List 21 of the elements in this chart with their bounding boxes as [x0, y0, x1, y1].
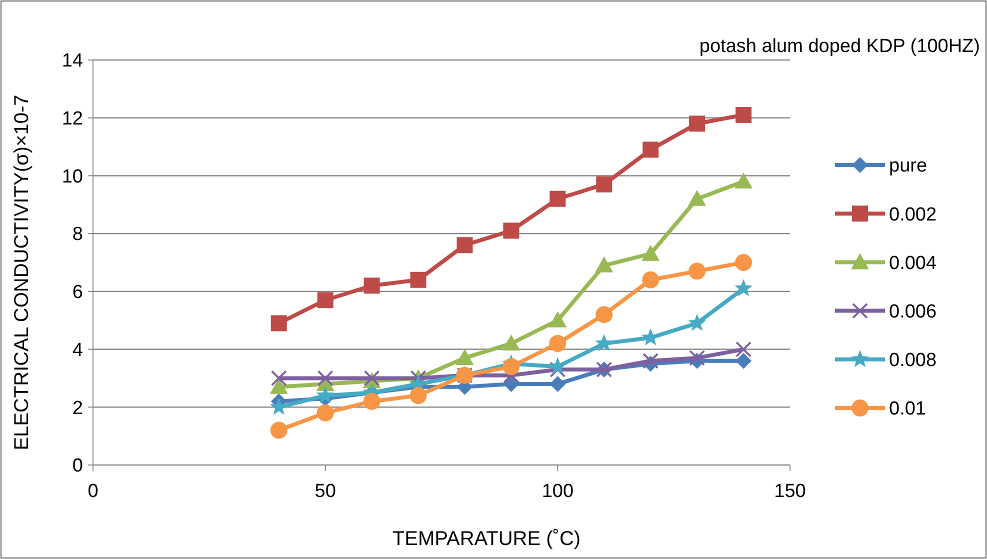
legend-label: 0.01	[889, 398, 926, 420]
y-tick-label: 0	[72, 456, 83, 477]
legend-label: 0.006	[889, 301, 937, 322]
y-tick-label: 10	[62, 166, 83, 188]
x-tick-label: 0	[88, 481, 98, 502]
y-axis-title: ELECTRICAL CONDUCTIVITY(σ)×10-7	[11, 94, 33, 450]
legend-label: pure	[889, 156, 928, 177]
y-tick-label: 4	[72, 340, 84, 361]
y-tick-label: 2	[72, 398, 83, 419]
legend-label: 0.004	[889, 252, 937, 274]
y-tick-label: 12	[62, 108, 83, 130]
y-tick-label: 14	[62, 50, 84, 72]
x-tick-label: 150	[774, 481, 806, 502]
x-tick-label: 50	[314, 481, 336, 502]
legend-label: 0.002	[889, 204, 937, 226]
text: potash alum doped KDP (100HZ)	[699, 36, 980, 57]
x-axis-title: TEMPARATURE (˚C)	[392, 528, 581, 550]
legend-label: 0.008	[889, 350, 937, 372]
y-tick-label: 6	[72, 282, 83, 304]
x-tick-label: 100	[542, 481, 574, 502]
y-tick-label: 8	[72, 224, 83, 246]
